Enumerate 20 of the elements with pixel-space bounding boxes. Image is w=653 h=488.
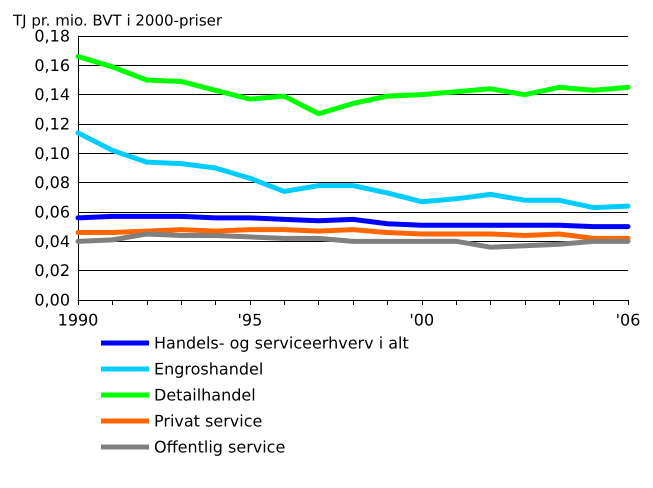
legend-label: Engroshandel (154, 360, 264, 378)
x-tick-label: 1990 (58, 310, 98, 330)
y-tick-label: 0,18 (34, 26, 70, 46)
y-tick-label: 0,10 (34, 144, 70, 163)
legend-label: Offentlig service (154, 438, 286, 456)
y-tick-label: 0,06 (34, 202, 70, 222)
x-tick-label: '06 (616, 310, 640, 330)
y-tick-label: 0,12 (34, 114, 70, 134)
chart-title: TJ pr. mio. BVT i 2000-priser (12, 12, 223, 30)
x-tick-label: '95 (237, 310, 262, 330)
y-tick-label: 0,16 (34, 56, 70, 75)
y-tick-label: 0,00 (34, 290, 70, 310)
y-tick-label: 0,04 (34, 232, 70, 251)
y-tick-label: 0,14 (34, 85, 70, 104)
legend-label: Detailhandel (154, 386, 256, 404)
legend-label: Privat service (154, 412, 262, 430)
legend-label: Handels- og serviceerhverv i alt (154, 334, 409, 352)
x-tick-label: '00 (409, 310, 434, 330)
y-tick-label: 0,02 (34, 261, 70, 280)
y-tick-label: 0,08 (34, 173, 70, 192)
